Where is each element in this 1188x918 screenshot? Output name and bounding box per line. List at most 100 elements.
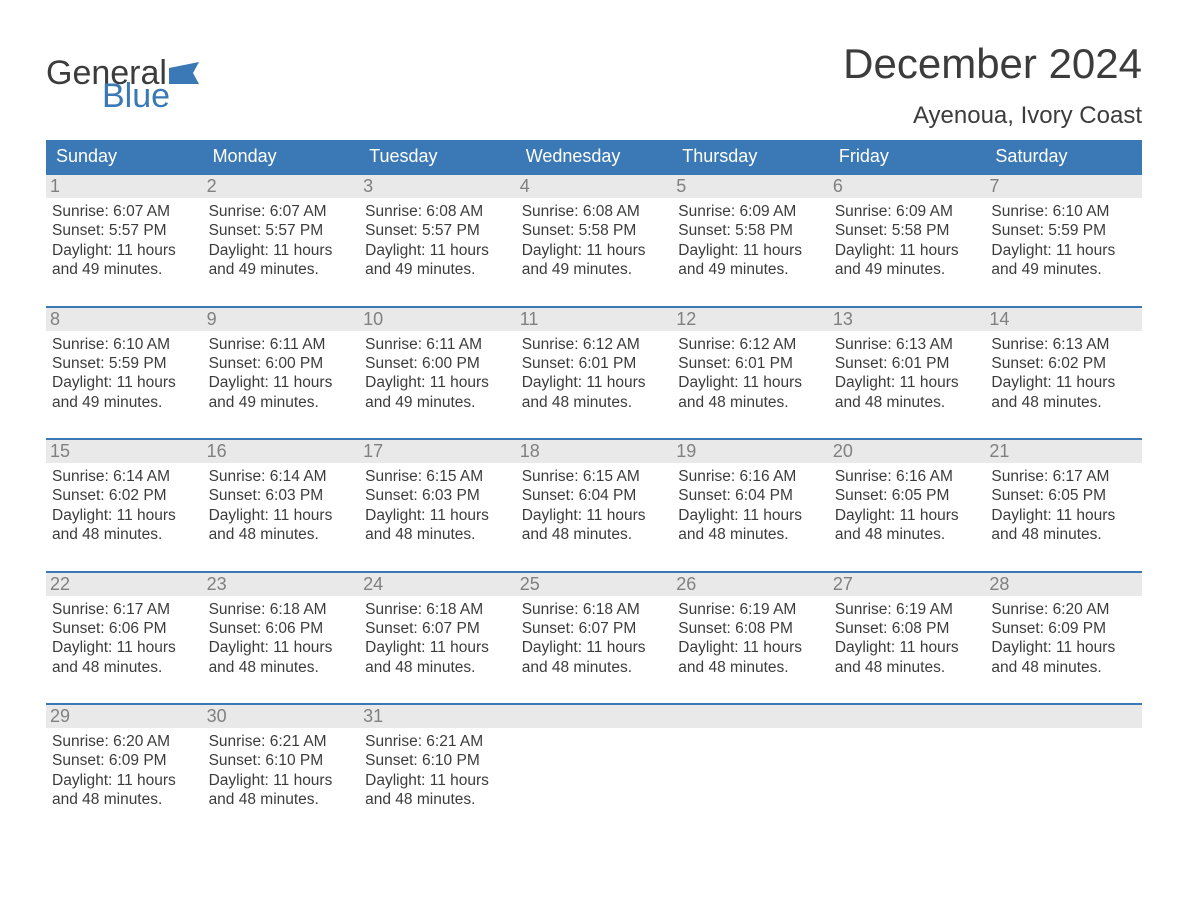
calendar-day: 1Sunrise: 6:07 AMSunset: 5:57 PMDaylight… — [46, 175, 203, 284]
sunrise-line: Sunrise: 6:16 AM — [678, 467, 823, 486]
day-details: Sunrise: 6:09 AMSunset: 5:58 PMDaylight:… — [678, 202, 823, 280]
calendar-day: 21Sunrise: 6:17 AMSunset: 6:05 PMDayligh… — [985, 440, 1142, 549]
day-details: Sunrise: 6:13 AMSunset: 6:01 PMDaylight:… — [835, 335, 980, 413]
calendar-day: 7Sunrise: 6:10 AMSunset: 5:59 PMDaylight… — [985, 175, 1142, 284]
sunrise-line: Sunrise: 6:18 AM — [209, 600, 354, 619]
daylight-line: Daylight: 11 hours and 49 minutes. — [209, 241, 354, 280]
day-details: Sunrise: 6:15 AMSunset: 6:03 PMDaylight:… — [365, 467, 510, 545]
weeks-container: 1Sunrise: 6:07 AMSunset: 5:57 PMDaylight… — [46, 173, 1142, 814]
daylight-line: Daylight: 11 hours and 48 minutes. — [365, 506, 510, 545]
day-number: 3 — [359, 175, 516, 198]
sunset-line: Sunset: 6:01 PM — [835, 354, 980, 373]
sunset-line: Sunset: 6:07 PM — [365, 619, 510, 638]
calendar-day: 19Sunrise: 6:16 AMSunset: 6:04 PMDayligh… — [672, 440, 829, 549]
sunset-line: Sunset: 6:04 PM — [522, 486, 667, 505]
sunset-line: Sunset: 5:57 PM — [365, 221, 510, 240]
daylight-line: Daylight: 11 hours and 48 minutes. — [52, 638, 197, 677]
sunrise-line: Sunrise: 6:15 AM — [522, 467, 667, 486]
daylight-line: Daylight: 11 hours and 49 minutes. — [365, 241, 510, 280]
calendar-day: 27Sunrise: 6:19 AMSunset: 6:08 PMDayligh… — [829, 573, 986, 682]
day-of-week-cell: Thursday — [672, 140, 829, 173]
calendar-day: 16Sunrise: 6:14 AMSunset: 6:03 PMDayligh… — [203, 440, 360, 549]
calendar-day: 5Sunrise: 6:09 AMSunset: 5:58 PMDaylight… — [672, 175, 829, 284]
calendar-day: 3 Sunrise: 6:08 AMSunset: 5:57 PMDaylight… — [359, 175, 516, 284]
sunrise-line: Sunrise: 6:19 AM — [835, 600, 980, 619]
calendar-day: 22Sunrise: 6:17 AMSunset: 6:06 PMDayligh… — [46, 573, 203, 682]
calendar-day: 31Sunrise: 6:21 AMSunset: 6:10 PMDayligh… — [359, 705, 516, 814]
sunrise-line: Sunrise: 6:16 AM — [835, 467, 980, 486]
day-details: Sunrise: 6:18 AMSunset: 6:07 PMDaylight:… — [365, 600, 510, 678]
sunset-line: Sunset: 6:02 PM — [52, 486, 197, 505]
title-block: December 2024 Ayenoua, Ivory Coast — [843, 40, 1142, 130]
calendar-week: 29Sunrise: 6:20 AMSunset: 6:09 PMDayligh… — [46, 703, 1142, 814]
day-details: Sunrise: 6:18 AMSunset: 6:07 PMDaylight:… — [522, 600, 667, 678]
day-details: Sunrise: 6:19 AMSunset: 6:08 PMDaylight:… — [678, 600, 823, 678]
day-of-week-cell: Tuesday — [359, 140, 516, 173]
calendar-day: 2Sunrise: 6:07 AMSunset: 5:57 PMDaylight… — [203, 175, 360, 284]
calendar-day — [829, 705, 986, 814]
daylight-line: Daylight: 11 hours and 49 minutes. — [835, 241, 980, 280]
day-number: 18 — [516, 440, 673, 463]
day-number: 15 — [46, 440, 203, 463]
calendar-day: 12Sunrise: 6:12 AMSunset: 6:01 PMDayligh… — [672, 308, 829, 417]
day-number — [985, 705, 1142, 728]
calendar-day — [672, 705, 829, 814]
day-details: Sunrise: 6:20 AMSunset: 6:09 PMDaylight:… — [991, 600, 1136, 678]
sunset-line: Sunset: 5:57 PM — [52, 221, 197, 240]
day-of-week-header: SundayMondayTuesdayWednesdayThursdayFrid… — [46, 140, 1142, 173]
day-details: Sunrise: 6:21 AMSunset: 6:10 PMDaylight:… — [365, 732, 510, 810]
sunrise-line: Sunrise: 6:10 AM — [52, 335, 197, 354]
calendar-day: 25 Sunrise: 6:18 AMSunset: 6:07 PMDayligh… — [516, 573, 673, 682]
sunrise-line: Sunrise: 6:20 AM — [991, 600, 1136, 619]
day-number: 23 — [203, 573, 360, 596]
day-number: 28 — [985, 573, 1142, 596]
calendar-day: 8Sunrise: 6:10 AMSunset: 5:59 PMDaylight… — [46, 308, 203, 417]
sunset-line: Sunset: 5:58 PM — [522, 221, 667, 240]
calendar-day: 24Sunrise: 6:18 AMSunset: 6:07 PMDayligh… — [359, 573, 516, 682]
sunrise-line: Sunrise: 6:21 AM — [209, 732, 354, 751]
day-details: Sunrise: 6:20 AMSunset: 6:09 PMDaylight:… — [52, 732, 197, 810]
day-of-week-cell: Saturday — [985, 140, 1142, 173]
day-number: 26 — [672, 573, 829, 596]
calendar-day: 30Sunrise: 6:21 AMSunset: 6:10 PMDayligh… — [203, 705, 360, 814]
sunset-line: Sunset: 6:05 PM — [835, 486, 980, 505]
day-details: Sunrise: 6:11 AMSunset: 6:00 PMDaylight:… — [365, 335, 510, 413]
sunset-line: Sunset: 6:04 PM — [678, 486, 823, 505]
day-details: Sunrise: 6:14 AMSunset: 6:03 PMDaylight:… — [209, 467, 354, 545]
daylight-line: Daylight: 11 hours and 49 minutes. — [522, 241, 667, 280]
sunset-line: Sunset: 6:08 PM — [835, 619, 980, 638]
sunrise-line: Sunrise: 6:14 AM — [209, 467, 354, 486]
daylight-line: Daylight: 11 hours and 49 minutes. — [52, 241, 197, 280]
day-details: Sunrise: 6:10 AMSunset: 5:59 PMDaylight:… — [52, 335, 197, 413]
sunrise-line: Sunrise: 6:18 AM — [365, 600, 510, 619]
daylight-line: Daylight: 11 hours and 48 minutes. — [991, 506, 1136, 545]
day-number: 9 — [203, 308, 360, 331]
day-number: 27 — [829, 573, 986, 596]
sunrise-line: Sunrise: 6:15 AM — [365, 467, 510, 486]
sunset-line: Sunset: 5:58 PM — [835, 221, 980, 240]
day-number: 1 — [46, 175, 203, 198]
sunrise-line: Sunrise: 6:18 AM — [522, 600, 667, 619]
sunset-line: Sunset: 6:09 PM — [52, 751, 197, 770]
sunrise-line: Sunrise: 6:21 AM — [365, 732, 510, 751]
daylight-line: Daylight: 11 hours and 48 minutes. — [365, 638, 510, 677]
sunset-line: Sunset: 5:58 PM — [678, 221, 823, 240]
calendar-day: 26 Sunrise: 6:19 AMSunset: 6:08 PMDayligh… — [672, 573, 829, 682]
day-number: 13 — [829, 308, 986, 331]
day-of-week-cell: Monday — [203, 140, 360, 173]
calendar-day: 13 Sunrise: 6:13 AMSunset: 6:01 PMDayligh… — [829, 308, 986, 417]
daylight-line: Daylight: 11 hours and 48 minutes. — [678, 638, 823, 677]
day-number: 2 — [203, 175, 360, 198]
day-number: 14 — [985, 308, 1142, 331]
calendar-day — [516, 705, 673, 814]
daylight-line: Daylight: 11 hours and 49 minutes. — [678, 241, 823, 280]
sunset-line: Sunset: 6:01 PM — [522, 354, 667, 373]
day-number: 25 — [516, 573, 673, 596]
daylight-line: Daylight: 11 hours and 48 minutes. — [522, 506, 667, 545]
day-number — [672, 705, 829, 728]
calendar-day: 4Sunrise: 6:08 AMSunset: 5:58 PMDaylight… — [516, 175, 673, 284]
day-details: Sunrise: 6:08 AMSunset: 5:57 PMDaylight:… — [365, 202, 510, 280]
sunset-line: Sunset: 6:03 PM — [209, 486, 354, 505]
sunrise-line: Sunrise: 6:17 AM — [52, 600, 197, 619]
daylight-line: Daylight: 11 hours and 48 minutes. — [365, 771, 510, 810]
